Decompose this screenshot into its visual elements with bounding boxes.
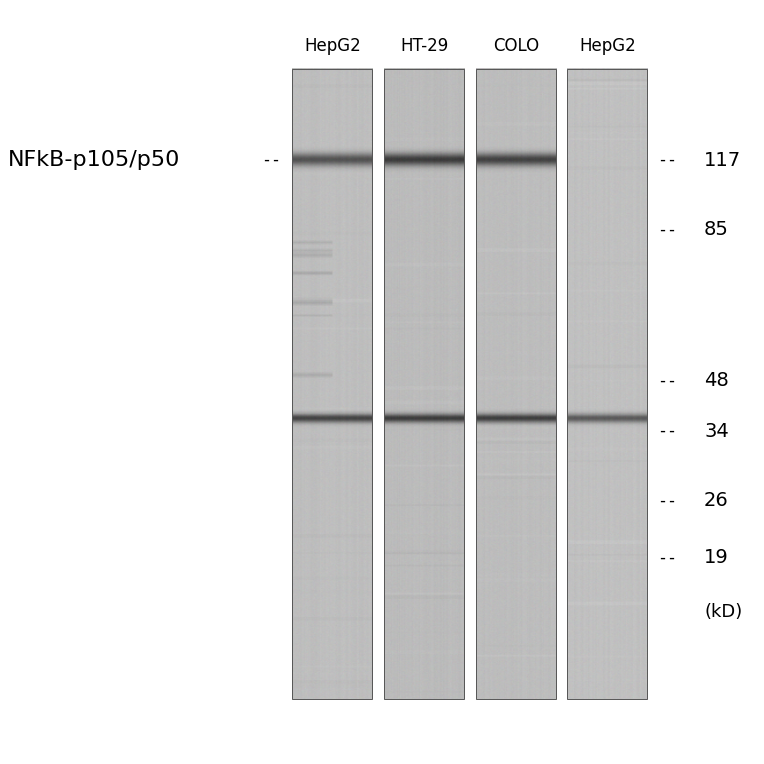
Text: 117: 117: [704, 151, 741, 170]
Text: --: --: [656, 549, 677, 566]
Text: 19: 19: [704, 548, 729, 567]
Text: HT-29: HT-29: [400, 37, 448, 55]
Text: HepG2: HepG2: [304, 37, 361, 55]
Text: 26: 26: [704, 491, 729, 510]
Text: NFkB-p105/p50: NFkB-p105/p50: [8, 151, 180, 170]
Text: --: --: [656, 422, 677, 440]
Bar: [567, 69, 648, 699]
Text: --: --: [261, 151, 280, 169]
Bar: [475, 69, 555, 699]
Text: HepG2: HepG2: [579, 37, 636, 55]
Text: 48: 48: [704, 371, 729, 390]
Text: 85: 85: [704, 220, 729, 239]
Text: --: --: [656, 151, 677, 169]
Text: COLO: COLO: [493, 37, 539, 55]
Bar: [292, 69, 372, 699]
Text: (kD): (kD): [704, 603, 743, 621]
Text: --: --: [656, 221, 677, 238]
Text: --: --: [656, 491, 677, 510]
Text: 34: 34: [704, 422, 729, 441]
Bar: [384, 69, 464, 699]
Text: --: --: [656, 372, 677, 390]
